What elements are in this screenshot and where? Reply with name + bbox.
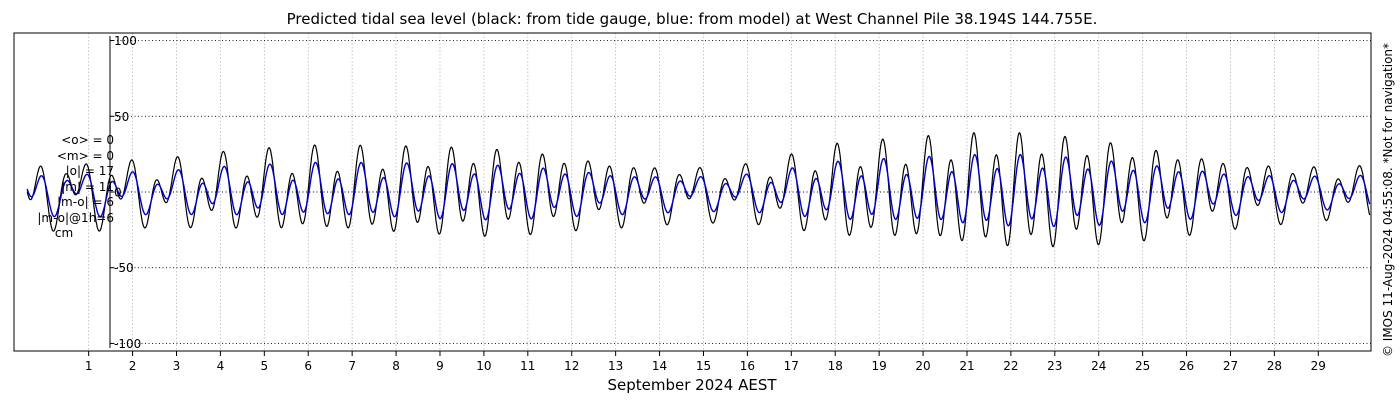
x-axis-label: September 2024 AEST — [607, 376, 777, 394]
x-tick-label: 17 — [784, 359, 799, 373]
x-tick-label: 10 — [476, 359, 491, 373]
plot-frame — [13, 32, 1372, 352]
x-tick-label: 8 — [392, 359, 400, 373]
stat-abs-observed: |o| = 17 — [65, 164, 114, 178]
y-tick-label: 50 — [114, 110, 129, 124]
x-tick-label: 15 — [696, 359, 711, 373]
x-tick-label: 16 — [740, 359, 755, 373]
chart-title: Predicted tidal sea level (black: from t… — [287, 10, 1098, 28]
x-tick-label: 23 — [1047, 359, 1062, 373]
stat-unit: cm — [54, 226, 74, 240]
y-tick-label: 0 — [114, 186, 122, 200]
x-tick-label: 3 — [173, 359, 181, 373]
copyright-notice: © IMOS 11-Aug-2024 04:55:08. *Not for na… — [1381, 42, 1395, 358]
x-tick-label: 2 — [129, 359, 137, 373]
grid — [88, 33, 1371, 351]
stat-abs-difference: |m-o| = 6 — [57, 195, 114, 209]
x-tick-label: 12 — [564, 359, 579, 373]
stat-abs-model: |m| = 11 — [61, 179, 114, 194]
x-tick-label: 25 — [1135, 359, 1150, 373]
y-tick-label: -50 — [114, 261, 134, 275]
stat-mean-model: <m> = 0 — [56, 148, 114, 163]
x-tick-label: 27 — [1223, 359, 1238, 373]
x-tick-label: 4 — [217, 359, 225, 373]
x-tick-label: 20 — [915, 359, 930, 373]
stats-panel: <o> = 0 <m> = 0 |o| = 17 |m| = 11 |m-o| … — [22, 133, 114, 242]
x-tick-label: 11 — [520, 359, 535, 373]
stat-mean-observed: <o> = 0 — [61, 133, 114, 147]
x-tick-label: 14 — [652, 359, 667, 373]
x-tick-label: 29 — [1311, 359, 1326, 373]
series — [26, 132, 1371, 248]
x-tick-label: 5 — [261, 359, 269, 373]
x-tick-label: 28 — [1267, 359, 1282, 373]
x-tick-label: 18 — [828, 359, 843, 373]
axes: 1 2 3 4 5 6 7 8 9 10 11 12 13 14 15 16 17 18 19 20 21 22 23 24 2… — [85, 34, 1326, 373]
stat-lagged-difference: |m-o|@1h=6 — [37, 210, 114, 225]
y-tick-label: 100 — [114, 34, 137, 48]
x-tick-label: 1 — [85, 359, 93, 373]
x-tick-label: 7 — [348, 359, 356, 373]
x-tick-label: 21 — [959, 359, 974, 373]
x-tick-label: 22 — [1003, 359, 1018, 373]
series-line-model — [26, 153, 1371, 228]
x-tick-label: 19 — [872, 359, 887, 373]
x-tick-label: 24 — [1091, 359, 1106, 373]
y-tick-label: -100 — [114, 337, 141, 351]
x-tick-label: 13 — [608, 359, 623, 373]
x-tick-label: 6 — [304, 359, 312, 373]
x-tick-label: 9 — [436, 359, 444, 373]
x-tick-label: 26 — [1179, 359, 1194, 373]
